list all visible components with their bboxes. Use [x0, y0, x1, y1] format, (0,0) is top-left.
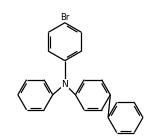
Text: N: N — [62, 80, 68, 89]
Text: Br: Br — [60, 13, 70, 22]
